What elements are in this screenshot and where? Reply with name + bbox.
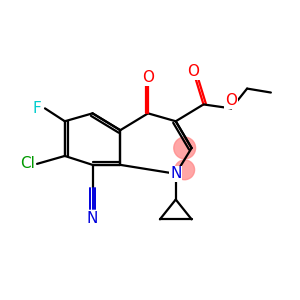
- Circle shape: [174, 137, 196, 159]
- Text: O: O: [225, 93, 237, 108]
- Text: F: F: [33, 101, 41, 116]
- Circle shape: [175, 160, 195, 180]
- Text: O: O: [142, 70, 154, 85]
- Text: O: O: [188, 64, 200, 79]
- Text: N: N: [170, 166, 182, 181]
- Text: Cl: Cl: [20, 156, 34, 171]
- Text: N: N: [87, 211, 98, 226]
